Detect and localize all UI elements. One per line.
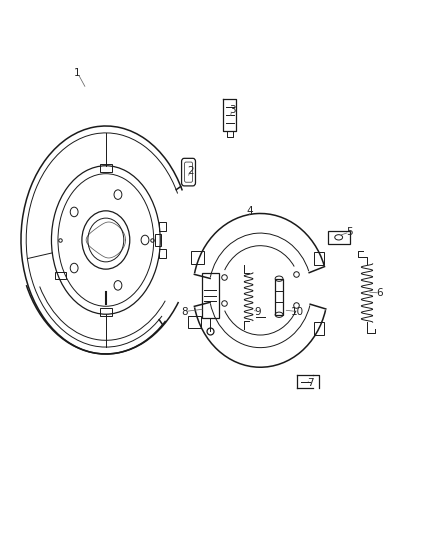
Bar <box>328 231 350 244</box>
Text: 8: 8 <box>181 306 187 317</box>
Text: 5: 5 <box>346 227 353 237</box>
Bar <box>100 308 112 316</box>
Bar <box>55 272 66 279</box>
Bar <box>188 317 201 328</box>
Bar <box>314 322 324 335</box>
Text: 2: 2 <box>187 166 194 176</box>
Bar <box>314 252 324 265</box>
Bar <box>202 273 219 318</box>
Text: 3: 3 <box>229 105 235 115</box>
Bar <box>275 279 283 315</box>
Bar <box>155 234 161 246</box>
Bar <box>159 249 166 258</box>
Text: 10: 10 <box>291 306 304 317</box>
Text: 4: 4 <box>246 206 253 216</box>
Text: 7: 7 <box>307 378 314 388</box>
Bar <box>191 251 204 264</box>
Text: 6: 6 <box>377 288 383 298</box>
Text: 9: 9 <box>255 306 261 317</box>
Bar <box>159 222 166 231</box>
Text: 1: 1 <box>74 68 81 78</box>
Bar <box>100 165 112 172</box>
